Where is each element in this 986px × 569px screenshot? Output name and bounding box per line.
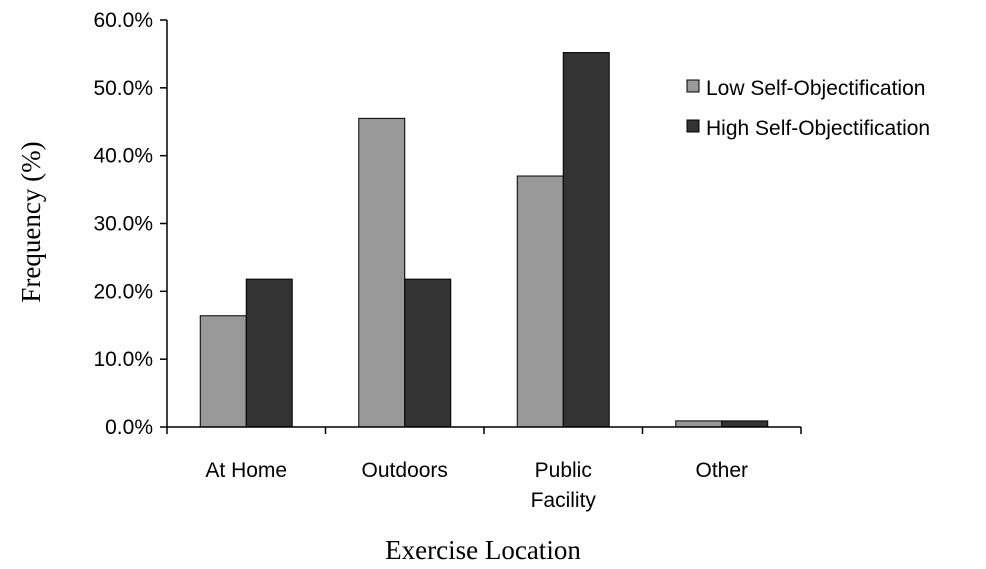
- legend: Low Self-Objectification High Self-Object…: [686, 77, 930, 140]
- bar-high-0: [245, 278, 293, 428]
- y-tick-label: 0.0%: [105, 416, 153, 439]
- bar-low-0: [199, 315, 247, 428]
- y-tick-label: 20.0%: [93, 280, 153, 303]
- bars: [199, 52, 769, 428]
- category-labels: At Home Outdoors Public Facility Other: [166, 427, 802, 512]
- legend-label: High Self-Objectification: [706, 117, 930, 140]
- legend-label: Low Self-Objectification: [706, 77, 925, 100]
- y-tick-label: 40.0%: [93, 145, 153, 168]
- bar-high-1: [404, 278, 452, 428]
- y-tick-label: 60.0%: [93, 9, 153, 32]
- category-label: At Home: [205, 459, 287, 482]
- category-label: Facility: [531, 489, 597, 512]
- category-label: Public: [535, 459, 592, 482]
- category-label: Other: [695, 459, 748, 482]
- legend-swatch: [686, 119, 700, 133]
- y-tick-label: 10.0%: [93, 348, 153, 371]
- y-axis-ticks: 0.0% 10.0% 20.0% 30.0% 40.0% 50.0% 60.0%: [93, 9, 167, 439]
- bar-high-3: [721, 420, 769, 428]
- bar-low-1: [358, 117, 406, 428]
- y-tick-label: 50.0%: [93, 77, 153, 100]
- x-axis-title: Exercise Location: [385, 535, 581, 565]
- category-label: Outdoors: [362, 459, 448, 482]
- bar-low-2: [516, 175, 564, 428]
- y-axis-title: Frequency (%): [16, 141, 46, 302]
- y-tick-label: 30.0%: [93, 213, 153, 236]
- bar-low-3: [675, 420, 723, 428]
- bar-high-2: [562, 52, 610, 428]
- legend-swatch: [686, 79, 700, 93]
